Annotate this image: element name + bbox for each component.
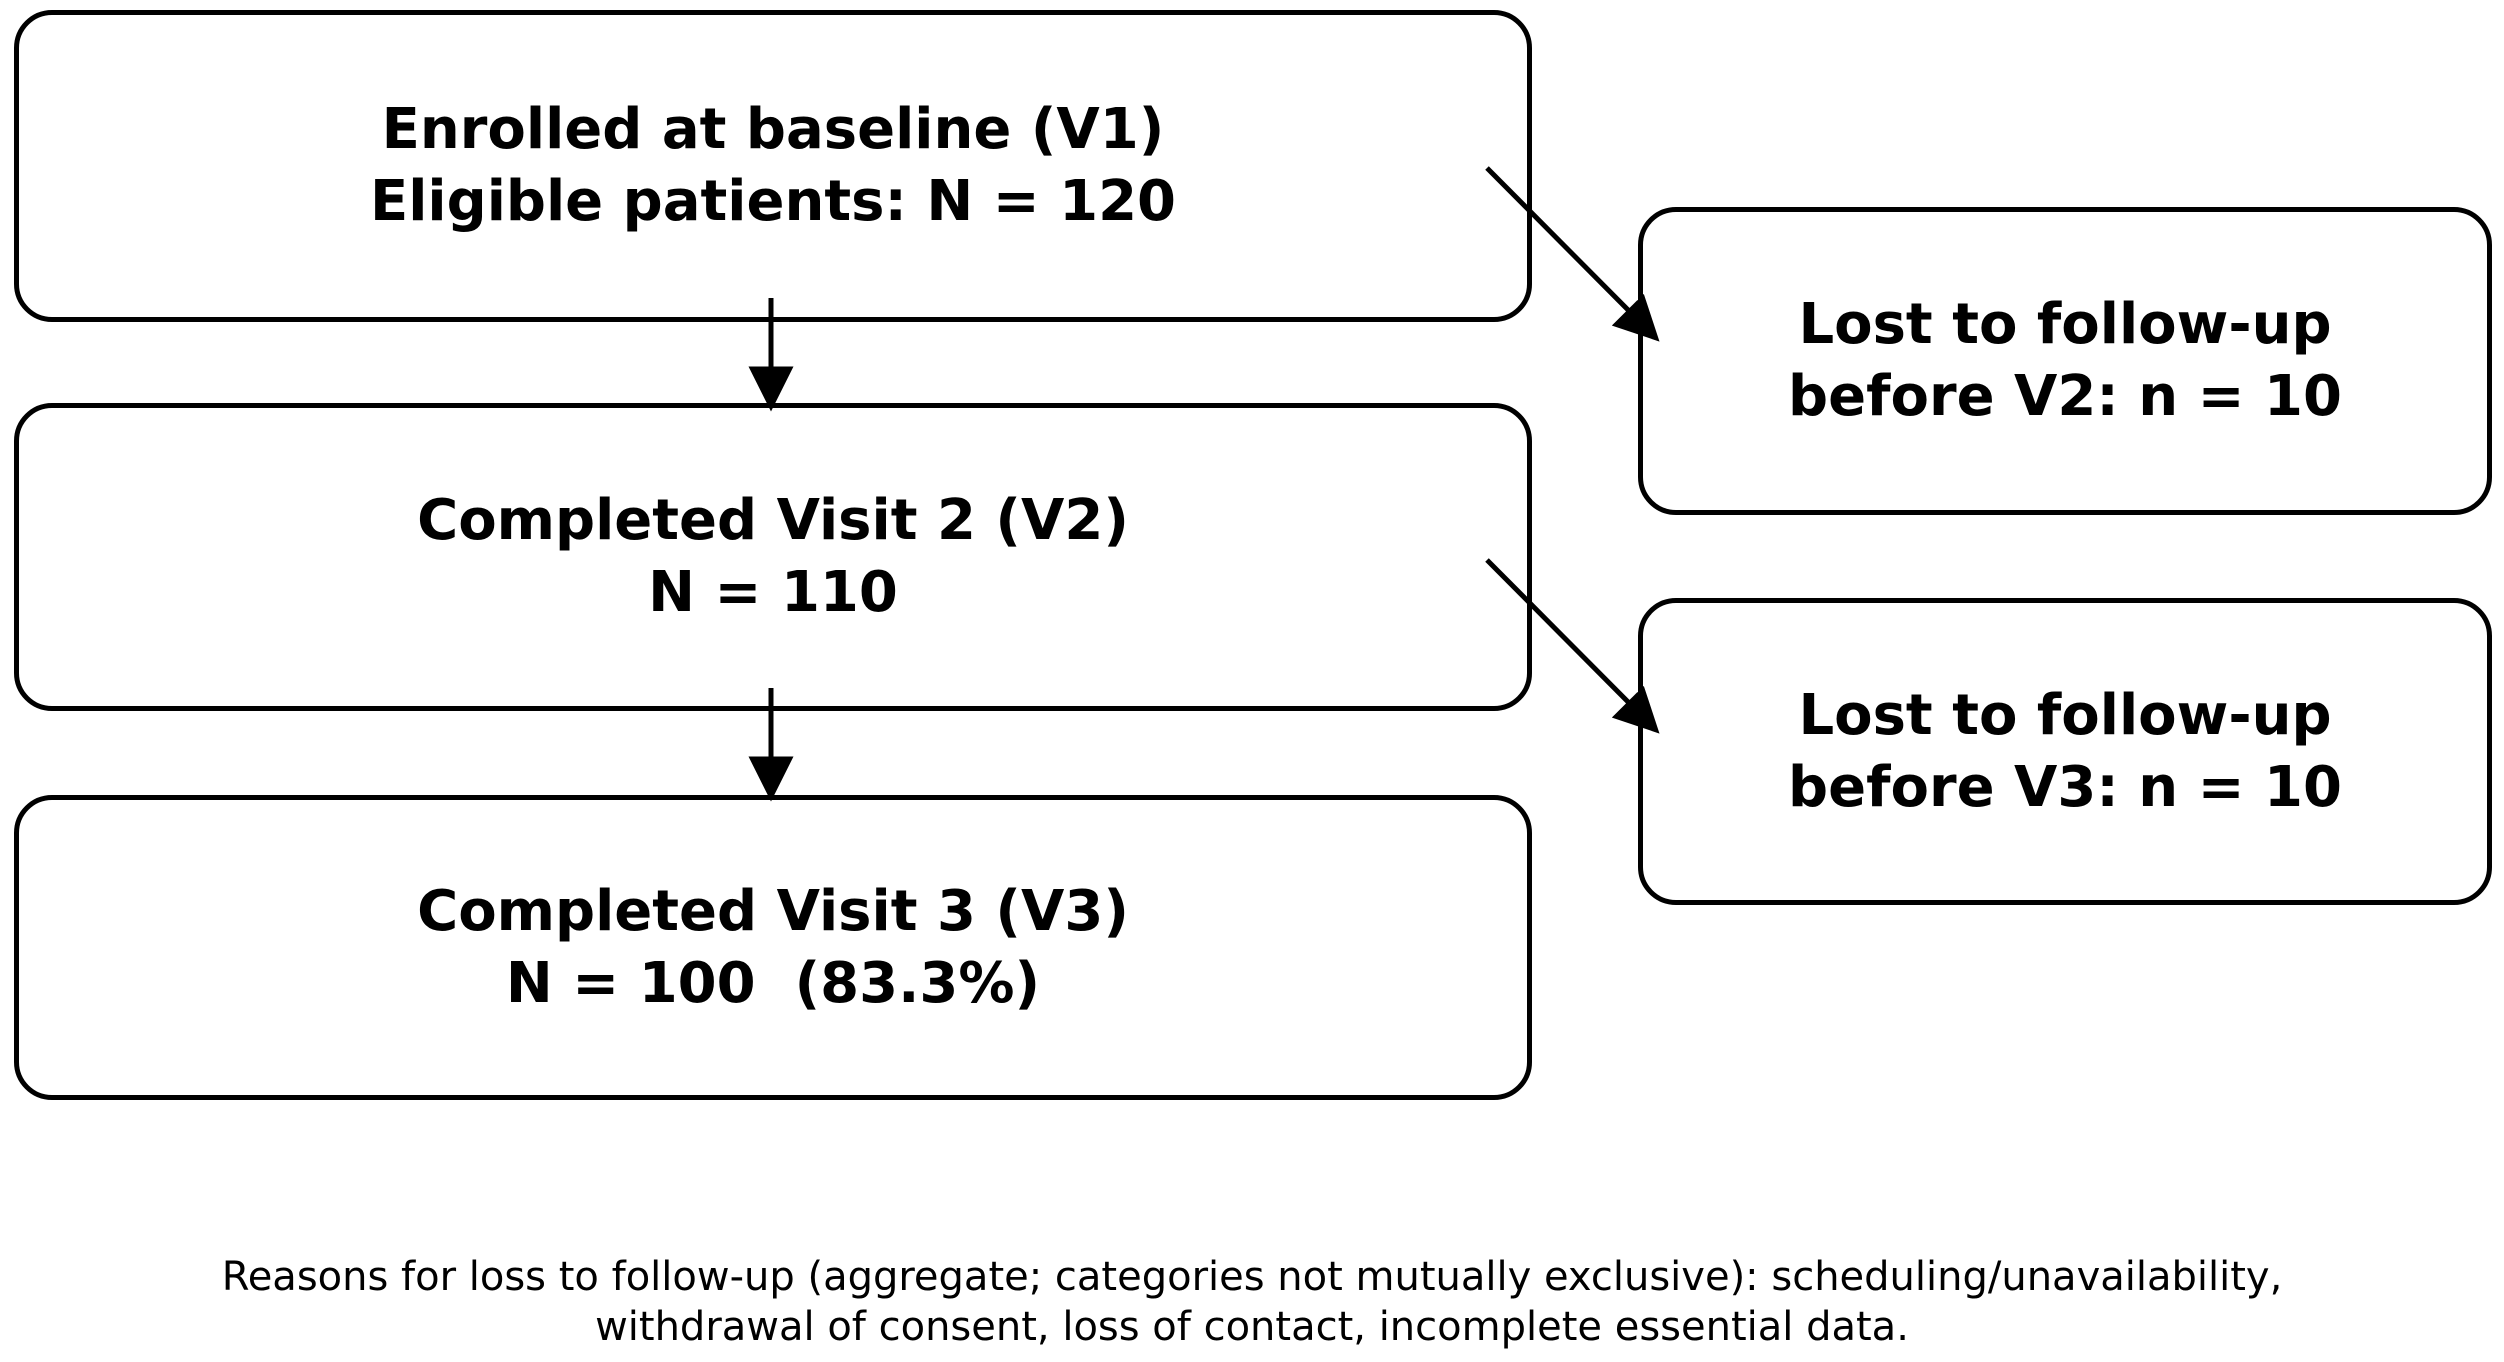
node-completed-visit3-line2: N = 100 (83.3%) — [505, 950, 1041, 1016]
footnote-line2: withdrawal of consent, loss of contact, … — [595, 1304, 1909, 1350]
node-completed-visit2-line1: Completed Visit 2 (V2) — [417, 488, 1129, 553]
node-lost-before-v3-line2: before V3: n = 10 — [1788, 754, 2342, 820]
node-lost-before-v2-line1: Lost to follow-up — [1798, 292, 2332, 357]
node-completed-visit2: Completed Visit 2 (V2) N = 110 — [14, 403, 1532, 711]
node-lost-before-v2: Lost to follow-up before V2: n = 10 — [1638, 207, 2492, 515]
footnote: Reasons for loss to follow-up (aggregate… — [0, 1252, 2504, 1352]
node-lost-before-v3: Lost to follow-up before V3: n = 10 — [1638, 598, 2492, 905]
node-lost-before-v3-line1: Lost to follow-up — [1798, 682, 2332, 748]
node-enrolled-baseline-line2: Eligible patients: N = 120 — [369, 169, 1177, 234]
node-enrolled-baseline: Enrolled at baseline (V1) Eligible patie… — [14, 10, 1532, 322]
node-completed-visit3: Completed Visit 3 (V3) N = 100 (83.3%) — [14, 795, 1532, 1100]
node-completed-visit2-line2: N = 110 — [648, 560, 898, 625]
node-lost-before-v2-line2: before V2: n = 10 — [1788, 364, 2342, 429]
node-completed-visit3-line1: Completed Visit 3 (V3) — [417, 878, 1129, 944]
node-enrolled-baseline-line1: Enrolled at baseline (V1) — [381, 97, 1165, 162]
footnote-line1: Reasons for loss to follow-up (aggregate… — [221, 1254, 2283, 1300]
